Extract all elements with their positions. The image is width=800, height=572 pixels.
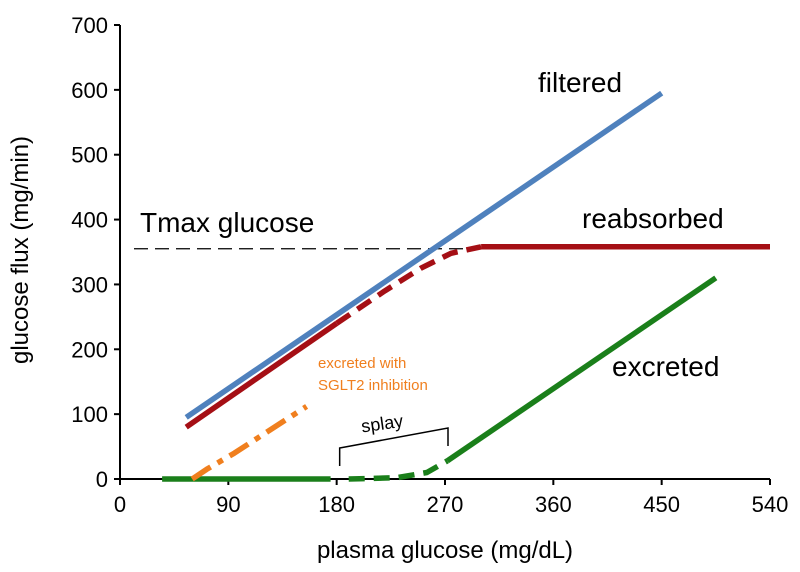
tmax-label: Tmax glucose <box>140 207 314 238</box>
sglt2-label-line1: excreted with <box>318 355 406 372</box>
y-tick-label: 400 <box>71 208 108 233</box>
x-tick-label: 450 <box>643 492 680 517</box>
y-tick-label: 0 <box>96 467 108 492</box>
x-tick-label: 0 <box>114 492 126 517</box>
y-tick-label: 700 <box>71 13 108 38</box>
x-tick-label: 270 <box>427 492 464 517</box>
series-line-filtered <box>184 90 664 420</box>
x-tick-label: 90 <box>216 492 240 517</box>
series-line-reabsorbed <box>184 321 339 430</box>
y-tick-label: 100 <box>71 402 108 427</box>
y-axis-title: glucose flux (mg/min) <box>7 136 34 364</box>
x-tick-label: 360 <box>535 492 572 517</box>
x-tick-label: 180 <box>318 492 355 517</box>
x-tick-label: 540 <box>752 492 789 517</box>
splay-bracket <box>338 427 449 466</box>
series-line-excreted <box>445 275 718 464</box>
y-tick-label: 200 <box>71 337 108 362</box>
series-line-excreted <box>348 458 449 482</box>
splay-bracket-path <box>338 427 449 466</box>
reabsorbed-label: reabsorbed <box>582 203 724 234</box>
x-axis-title: plasma glucose (mg/dL) <box>317 537 573 564</box>
splay-label: splay <box>360 411 404 437</box>
filtered-label: filtered <box>538 67 622 98</box>
series-group <box>162 90 770 482</box>
series-line-excreted-with-sglt2-inhibition <box>190 404 309 482</box>
axes: 0 100 200 300 400 500 600 700 0 90 180 270 360 450 540 <box>71 13 788 517</box>
series-line-reabsorbed <box>335 244 482 326</box>
y-tick-label: 500 <box>71 143 108 168</box>
sglt2-label-line2: SGLT2 inhibition <box>318 377 428 394</box>
y-tick-label: 600 <box>71 78 108 103</box>
excreted-label: excreted <box>612 351 719 382</box>
y-tick-label: 300 <box>71 272 108 297</box>
